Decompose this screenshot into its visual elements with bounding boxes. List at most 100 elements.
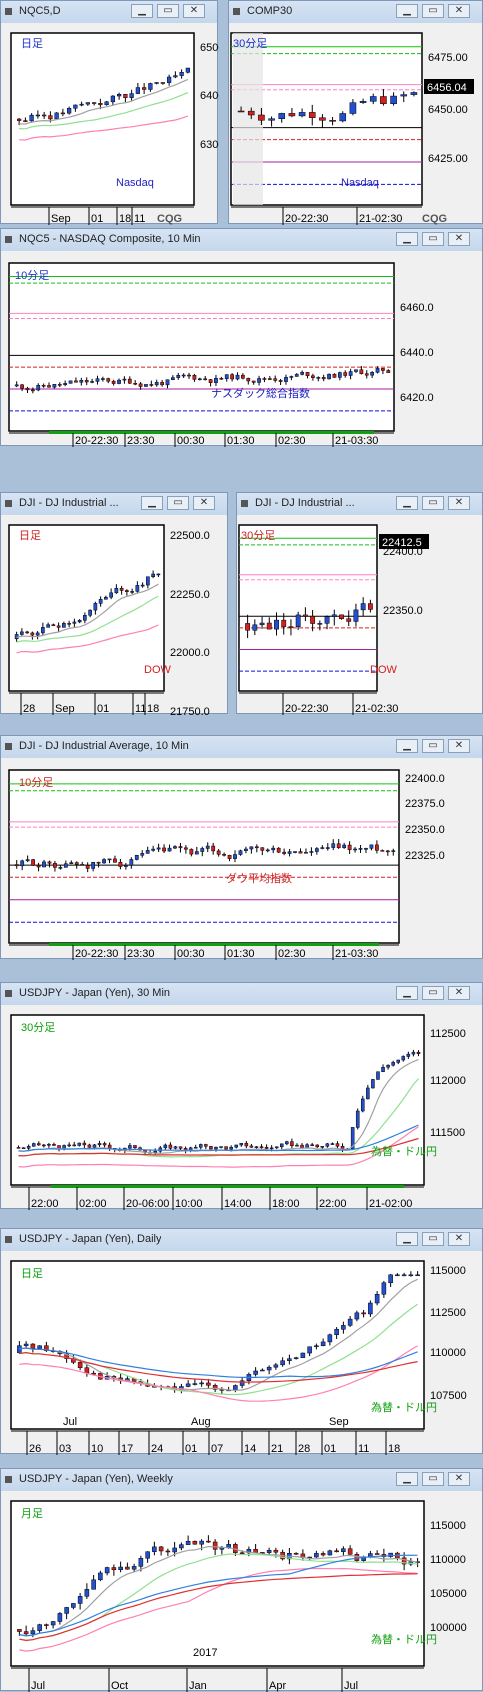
window-title: USDJPY - Japan (Yen), Weekly [19, 1473, 173, 1485]
close-button[interactable]: ✕ [448, 496, 470, 510]
close-button[interactable]: ✕ [448, 232, 470, 246]
x-tick-label: 20-22:30 [285, 213, 328, 225]
minimize-button[interactable]: ▁ [131, 4, 153, 18]
chart-window-nqc5-daily[interactable]: NQC5,D ▁ ▭ ✕ 6500.0 6400.0 6300.0 Sep 01 1118… [0, 0, 219, 225]
candle-body [104, 596, 108, 600]
candle-body [335, 1143, 340, 1147]
minimize-button[interactable]: ▁ [396, 232, 418, 246]
minimize-button[interactable]: ▁ [141, 496, 163, 510]
candle-body [408, 1274, 414, 1277]
close-button[interactable]: ✕ [183, 4, 205, 18]
session-bar [51, 1185, 404, 1188]
window-titlebar[interactable]: NQC5,D ▁ ▭ ✕ [1, 1, 217, 23]
candle-body [87, 1144, 92, 1148]
x-tick-label: 02:00 [79, 1198, 107, 1210]
candle-body [20, 860, 25, 867]
candle-body [249, 846, 254, 850]
maximize-button[interactable]: ▭ [422, 4, 444, 18]
chart-window-usdjpy-weekly[interactable]: USDJPY - Japan (Yen), Weekly ▁ ▭ ✕ 11500… [0, 1468, 483, 1692]
candle-body [47, 861, 52, 864]
candle-body [135, 87, 140, 94]
candle-body [111, 380, 116, 384]
chart-svg: 22400.0 22375.0 22350.0 22325.0 20-22:30 23:3… [8, 769, 445, 960]
minimize-button[interactable]: ▁ [396, 496, 418, 510]
candle-body [216, 850, 221, 855]
instrument-label: Nasdaq [116, 177, 154, 189]
minimize-button[interactable]: ▁ [396, 1472, 418, 1486]
window-titlebar[interactable]: DJI - DJ Industrial Average, 10 Min ▁ ▭ … [1, 736, 482, 758]
candle-body [327, 373, 331, 380]
window-titlebar[interactable]: DJI - DJ Industrial ... ▁ ▭ ✕ [1, 493, 227, 515]
candle-body [125, 590, 129, 592]
maximize-button[interactable]: ▭ [422, 232, 444, 246]
chart-area[interactable]: 22500.0 22250.0 22000.0 21750.0 28 Sep 01 11 18 日… [1, 515, 227, 715]
x-tick-label: Sep [55, 703, 75, 715]
maximize-button[interactable]: ▭ [422, 739, 444, 753]
candle-body [388, 1274, 393, 1284]
candle-body [346, 618, 352, 622]
y-tick-label: 6425.00 [428, 153, 468, 165]
candles [14, 365, 391, 394]
chart-window-dji-daily[interactable]: DJI - DJ Industrial ... ▁ ▭ ✕ 22500.0 222… [0, 492, 228, 715]
candle-body [361, 1098, 365, 1112]
minimize-button[interactable]: ▁ [396, 4, 418, 18]
candle-body [52, 1144, 56, 1146]
close-button[interactable]: ✕ [448, 4, 470, 18]
candle-body [262, 378, 267, 380]
maximize-button[interactable]: ▭ [422, 986, 444, 1000]
candle-body [42, 114, 47, 117]
window-titlebar[interactable]: USDJPY - Japan (Yen), Daily ▁ ▭ ✕ [1, 1229, 482, 1251]
candle-body [54, 112, 59, 120]
window-titlebar[interactable]: DJI - DJ Industrial ... ▁ ▭ ✕ [237, 493, 482, 515]
window-title: DJI - DJ Industrial ... [255, 497, 355, 509]
minimize-button[interactable]: ▁ [396, 739, 418, 753]
chart-window-dji-10min[interactable]: DJI - DJ Industrial Average, 10 Min ▁ ▭ … [0, 735, 483, 960]
chart-area[interactable]: 115000 112500 110000 107500 26 03 10 17 24 01 07 14… [1, 1251, 482, 1455]
chart-area[interactable]: 112500 112000 111500 22:00 02:00 20-06:00 10:0… [1, 1005, 482, 1210]
window-titlebar[interactable]: USDJPY - Japan (Yen), 30 Min ▁ ▭ ✕ [1, 983, 482, 1005]
maximize-button[interactable]: ▭ [422, 1472, 444, 1486]
candle-body [63, 863, 68, 868]
close-button[interactable]: ✕ [448, 1472, 470, 1486]
candle-body [369, 96, 377, 102]
maximize-button[interactable]: ▭ [422, 1232, 444, 1246]
window-titlebar[interactable]: USDJPY - Japan (Yen), Weekly ▁ ▭ ✕ [1, 1469, 482, 1491]
candle-body [222, 854, 226, 856]
chart-window-dji-30min[interactable]: DJI - DJ Industrial ... ▁ ▭ ✕ 22400.0 223… [236, 492, 483, 715]
chart-window-usdjpy-30min[interactable]: USDJPY - Japan (Yen), 30 Min ▁ ▭ ✕ 11250… [0, 982, 483, 1210]
minimize-button[interactable]: ▁ [396, 986, 418, 1000]
chart-area[interactable]: 6475.00 6450.00 6425.00 6456.04 20-22:30 21-0… [229, 23, 482, 225]
chart-area[interactable]: 115000 110000 105000 100000 Jul Oct Jan Apr Jul 2… [1, 1491, 482, 1692]
close-button[interactable]: ✕ [448, 1232, 470, 1246]
minimize-button[interactable]: ▁ [396, 1232, 418, 1246]
candle-body [31, 859, 35, 866]
maximize-button[interactable]: ▭ [167, 496, 189, 510]
window-titlebar[interactable]: COMP30 ▁ ▭ ✕ [229, 1, 482, 23]
chart-window-usdjpy-daily[interactable]: USDJPY - Japan (Yen), Daily ▁ ▭ ✕ 115000… [0, 1228, 483, 1455]
maximize-button[interactable]: ▭ [157, 4, 179, 18]
candle-body [325, 847, 330, 849]
candle-body [148, 83, 153, 90]
close-button[interactable]: ✕ [448, 986, 470, 1000]
candle-body [140, 584, 145, 587]
window-icon [233, 8, 240, 15]
candle-body [204, 1144, 208, 1147]
candle-body [331, 843, 336, 848]
moving-average-line [19, 1345, 418, 1402]
maximize-button[interactable]: ▭ [422, 496, 444, 510]
plot-area [238, 524, 378, 692]
candle-body [235, 374, 240, 380]
candle-body [192, 1540, 198, 1545]
window-titlebar[interactable]: NQC5 - NASDAQ Composite, 10 Min ▁ ▭ ✕ [1, 229, 482, 251]
close-button[interactable]: ✕ [448, 739, 470, 753]
chart-window-nasdaq-10min[interactable]: NQC5 - NASDAQ Composite, 10 Min ▁ ▭ ✕ 64… [0, 228, 483, 447]
chart-area[interactable]: 22400.0 22350.0 22412.5 20-22:30 21-02:30 30分… [237, 515, 482, 715]
close-button[interactable]: ✕ [193, 496, 215, 510]
chart-area[interactable]: 6460.0 6440.0 6420.0 20-22:30 23:30 00:30 01:3… [1, 251, 482, 447]
chart-area[interactable]: 22400.0 22375.0 22350.0 22325.0 20-22:30 23:3… [1, 758, 482, 960]
candle-body [187, 374, 191, 377]
candle-body [305, 372, 310, 377]
candle-body [193, 1147, 198, 1149]
chart-window-comp-30min[interactable]: COMP30 ▁ ▭ ✕ 6475.00 6450.00 6425.00 6456.0… [228, 0, 483, 225]
